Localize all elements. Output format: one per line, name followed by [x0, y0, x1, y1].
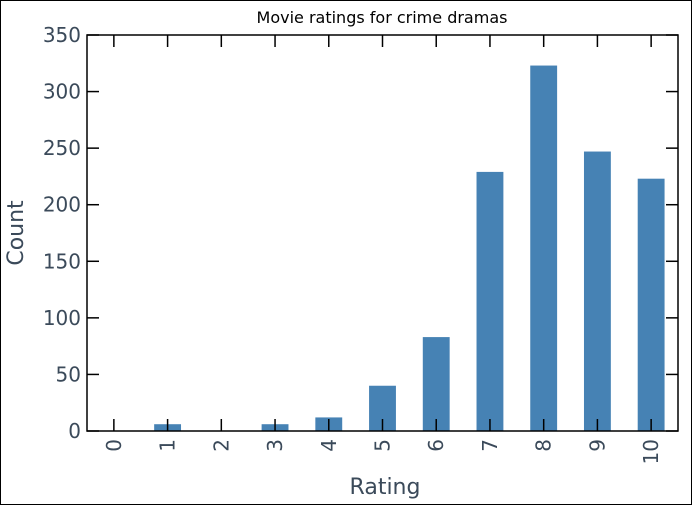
- plot-area-border: [86, 34, 679, 432]
- y-tick-label: 0: [68, 419, 81, 443]
- bar-rating-8: [530, 65, 558, 431]
- x-tick-label: 8: [532, 439, 556, 452]
- x-tick-label: 6: [424, 439, 448, 452]
- y-tick-label: 350: [43, 23, 81, 47]
- x-tick-label: 1: [156, 439, 180, 452]
- y-tick-label: 200: [43, 193, 81, 217]
- y-axis-label: Count: [4, 200, 29, 266]
- x-tick-label: 10: [639, 439, 663, 464]
- bar-rating-7: [476, 171, 504, 431]
- bar-rating-9: [583, 151, 611, 431]
- x-tick-label: 3: [263, 439, 287, 452]
- bar-rating-6: [422, 337, 450, 431]
- x-tick-label: 9: [585, 439, 609, 452]
- y-tick-label: 50: [56, 362, 81, 386]
- x-tick-label: 5: [371, 439, 395, 452]
- chart-title: Movie ratings for crime dramas: [257, 8, 508, 27]
- x-tick-label: 7: [478, 439, 502, 452]
- x-tick-label: 4: [317, 439, 341, 452]
- bar-rating-10: [637, 178, 665, 431]
- y-tick-label: 100: [43, 306, 81, 330]
- plot-bars-layer: [154, 65, 665, 431]
- x-tick-label: 2: [209, 439, 233, 452]
- x-tick-label: 0: [102, 439, 126, 452]
- x-axis-label: Rating: [350, 475, 421, 500]
- y-tick-label: 250: [43, 136, 81, 160]
- y-tick-label: 300: [43, 80, 81, 104]
- y-tick-label: 150: [43, 249, 81, 273]
